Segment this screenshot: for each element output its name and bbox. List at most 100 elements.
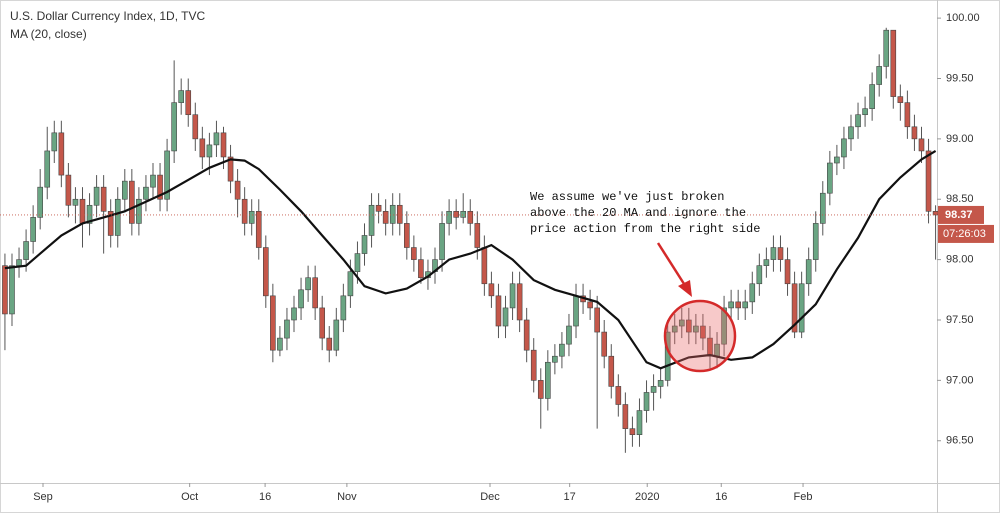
candle-body	[834, 156, 840, 164]
candle-body	[396, 204, 403, 224]
arrow-shaft	[656, 242, 688, 288]
candle-body	[389, 204, 396, 224]
candle-body	[812, 223, 819, 260]
y-tick-label: 98.50	[946, 193, 974, 205]
candle-body	[58, 132, 65, 176]
candle-body	[883, 29, 890, 67]
candle-body	[819, 192, 826, 224]
candle-body	[213, 132, 220, 146]
candle-body	[418, 259, 424, 279]
candle-body	[474, 223, 481, 248]
candle-body	[545, 361, 551, 399]
candle-body	[368, 204, 375, 236]
candle-body	[298, 289, 304, 309]
candle-body	[537, 380, 544, 399]
candle-body	[735, 301, 741, 309]
candle-body	[636, 410, 643, 435]
candle-body	[361, 235, 368, 254]
x-tick-label: Nov	[337, 491, 357, 503]
candle-body	[523, 319, 530, 351]
candle-body	[164, 150, 170, 200]
candle-body	[72, 198, 79, 206]
candle-body	[509, 283, 516, 309]
candle-body	[678, 319, 685, 327]
candle-body	[911, 126, 918, 140]
annotation-line: price action from the right side	[530, 222, 760, 236]
candle-body	[439, 223, 445, 260]
candle-body	[2, 265, 8, 315]
candle-body	[657, 380, 664, 387]
candle-body	[495, 295, 502, 327]
candle-body	[100, 186, 107, 212]
candle-body	[178, 90, 184, 103]
chart-title: U.S. Dollar Currency Index, 1D, TVC	[10, 9, 206, 23]
candle-body	[693, 325, 699, 333]
candle-body	[51, 132, 58, 152]
candle-body	[37, 186, 43, 218]
candle-body	[227, 156, 234, 182]
candle-body	[481, 247, 488, 285]
candle-body	[171, 102, 177, 152]
candle-body	[467, 211, 474, 224]
candle-body	[114, 198, 121, 236]
candle-body	[333, 319, 340, 351]
plot-area	[2, 27, 939, 453]
candle-body	[862, 108, 868, 116]
countdown-box	[938, 224, 994, 243]
candle-body	[340, 295, 347, 321]
candle-body	[671, 325, 678, 333]
annotation-line: above the 20 MA and ignore the	[530, 206, 746, 220]
candle-body	[918, 138, 925, 152]
candle-body	[770, 247, 777, 260]
candle-body	[622, 404, 629, 429]
candle-body	[608, 355, 615, 387]
candle-body	[721, 307, 727, 345]
candle-body	[277, 337, 283, 351]
candle-body	[615, 386, 622, 405]
x-tick-label: Sep	[33, 491, 53, 503]
candle-body	[291, 307, 297, 321]
candle-body	[185, 90, 192, 116]
candle-body	[573, 295, 579, 327]
candle-body	[319, 307, 326, 339]
candle-body	[890, 29, 897, 97]
candle-body	[869, 84, 875, 109]
candle-body	[86, 204, 93, 224]
candle-body	[700, 325, 706, 339]
candle-body	[742, 301, 749, 309]
candle-body	[932, 211, 939, 216]
candle-body	[827, 162, 833, 194]
candle-body	[241, 198, 248, 224]
x-tick-label: 16	[259, 491, 271, 503]
candle-body	[248, 211, 255, 224]
candle-body	[784, 259, 791, 285]
moving-average-line	[4, 149, 937, 370]
candle-body	[234, 180, 241, 200]
candle-body	[263, 247, 269, 297]
candle-body	[777, 247, 784, 260]
candle-body	[446, 211, 452, 224]
y-tick-label: 96.50	[946, 435, 974, 447]
candle-body	[65, 174, 72, 206]
candle-body	[848, 126, 854, 140]
chart-subtitle: MA (20, close)	[10, 27, 87, 41]
candle-body	[460, 211, 467, 218]
candle-body	[897, 96, 904, 103]
arrow-head	[678, 280, 692, 297]
candle-body	[707, 337, 713, 357]
candle-body	[530, 349, 537, 381]
candle-body	[305, 277, 311, 291]
candle-body	[855, 114, 861, 128]
candle-body	[270, 295, 276, 351]
candle-body	[354, 253, 361, 272]
candle-body	[23, 241, 29, 260]
candle-body	[107, 211, 114, 236]
candle-body	[876, 66, 882, 85]
candle-body	[601, 331, 608, 357]
y-tick-label: 97.50	[946, 314, 974, 326]
candle-body	[516, 283, 523, 321]
candle-body	[587, 301, 593, 309]
last-price-label: 98.37	[945, 209, 973, 221]
